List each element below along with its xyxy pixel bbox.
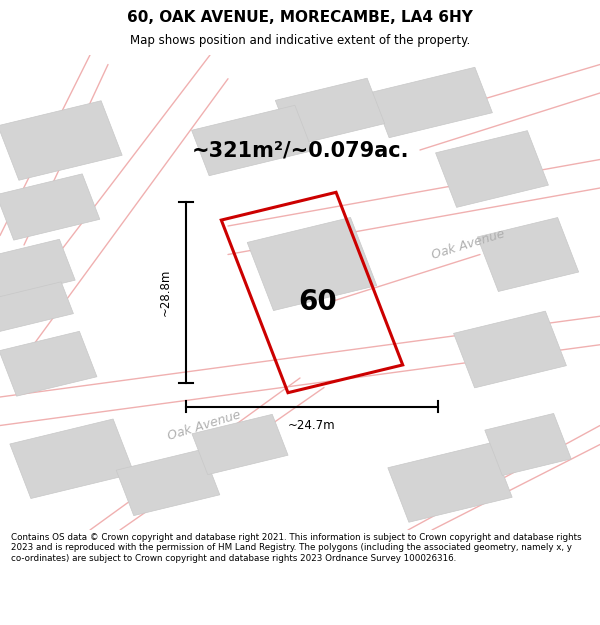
Polygon shape <box>371 68 493 138</box>
Polygon shape <box>0 331 97 396</box>
Text: Contains OS data © Crown copyright and database right 2021. This information is : Contains OS data © Crown copyright and d… <box>11 533 581 562</box>
Polygon shape <box>0 282 73 332</box>
Text: 60: 60 <box>299 288 337 316</box>
Polygon shape <box>191 105 313 176</box>
Polygon shape <box>478 217 578 291</box>
Polygon shape <box>0 101 122 180</box>
Text: Map shows position and indicative extent of the property.: Map shows position and indicative extent… <box>130 34 470 47</box>
Polygon shape <box>0 174 100 240</box>
Text: Oak Avenue: Oak Avenue <box>430 228 506 262</box>
Polygon shape <box>454 311 566 388</box>
Polygon shape <box>0 239 75 298</box>
Polygon shape <box>436 131 548 208</box>
Polygon shape <box>247 217 377 311</box>
Polygon shape <box>10 419 134 499</box>
Polygon shape <box>116 449 220 516</box>
Text: 60, OAK AVENUE, MORECAMBE, LA4 6HY: 60, OAK AVENUE, MORECAMBE, LA4 6HY <box>127 10 473 25</box>
Text: ~24.7m: ~24.7m <box>288 419 336 432</box>
Polygon shape <box>192 414 288 474</box>
Polygon shape <box>485 414 571 476</box>
Polygon shape <box>388 442 512 522</box>
Text: Oak Avenue: Oak Avenue <box>166 408 242 442</box>
Text: ~28.8m: ~28.8m <box>158 269 172 316</box>
Polygon shape <box>275 78 385 146</box>
Text: ~321m²/~0.079ac.: ~321m²/~0.079ac. <box>191 140 409 160</box>
